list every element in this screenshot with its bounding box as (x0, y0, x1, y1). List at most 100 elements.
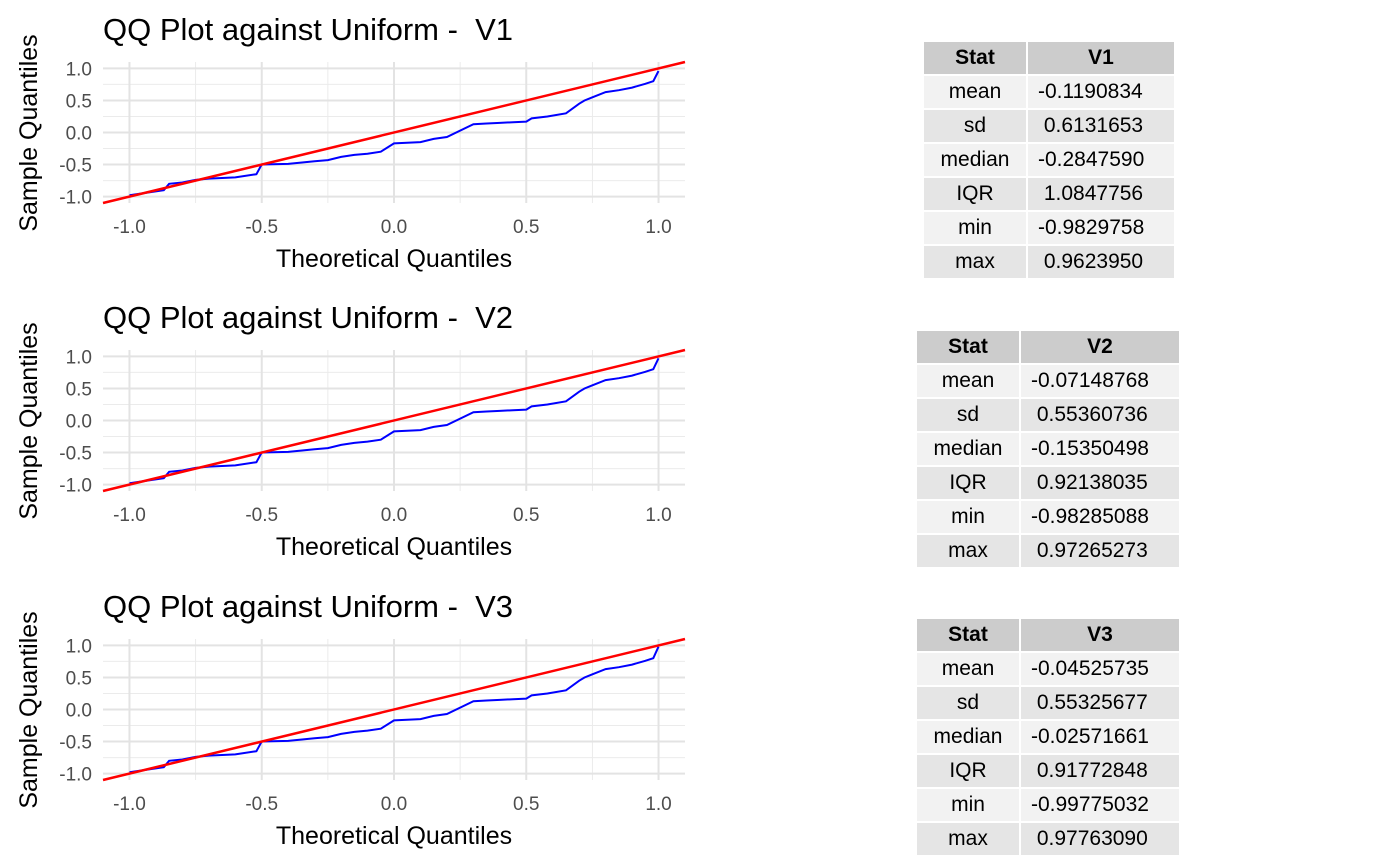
y-tick-label: -1.0 (59, 476, 92, 497)
stat-value: 0.55325677 (1021, 687, 1179, 719)
x-tick-label: -0.5 (245, 217, 278, 238)
table-row: mean -0.07148768 (917, 365, 1179, 397)
stat-name: max (924, 246, 1026, 278)
stat-value: 0.6131653 (1028, 110, 1174, 142)
stats-table-v2: Stat V2 mean -0.07148768 sd 0.55360736 me… (915, 329, 1181, 569)
stat-name: max (917, 823, 1019, 855)
y-tick-label: 0.5 (66, 91, 92, 112)
table-row: min -0.9829758 (924, 212, 1174, 244)
stat-value: -0.9829758 (1028, 212, 1174, 244)
stats-table-v3: Stat V3 mean -0.04525735 sd 0.55325677 me… (915, 617, 1181, 857)
y-tick-label: -1.0 (59, 188, 92, 209)
x-tick-label: 0.5 (513, 794, 539, 815)
stat-name: mean (917, 653, 1019, 685)
chart-title: QQ Plot against Uniform - V1 (103, 12, 513, 47)
header-stat: Stat (924, 42, 1026, 74)
table-row: IQR 0.91772848 (917, 755, 1179, 787)
y-tick-label: 0.5 (66, 379, 92, 400)
stat-value: 0.55360736 (1021, 399, 1179, 431)
y-tick-label: 1.0 (66, 59, 92, 80)
x-tick-label: 1.0 (645, 505, 671, 526)
stat-name: min (924, 212, 1026, 244)
stat-name: median (917, 433, 1019, 465)
x-tick-label: 0.0 (381, 794, 407, 815)
stat-name: min (917, 789, 1019, 821)
stat-value: 0.97265273 (1021, 535, 1179, 567)
reference-line (102, 60, 686, 205)
y-tick-label: 0.0 (66, 412, 92, 433)
stat-value: -0.99775032 (1021, 789, 1179, 821)
table-header-row: Stat V1 (924, 42, 1174, 74)
stat-value: -0.2847590 (1028, 144, 1174, 176)
y-tick-label: 0.0 (66, 124, 92, 145)
reference-line (102, 348, 686, 493)
x-tick-label: -1.0 (113, 217, 146, 238)
x-axis-label: Theoretical Quantiles (276, 245, 512, 273)
y-axis-label: Sample Quantiles (15, 611, 43, 808)
stat-value: -0.15350498 (1021, 433, 1179, 465)
table-row: IQR 1.0847756 (924, 178, 1174, 210)
y-tick-label: -0.5 (59, 444, 92, 465)
stat-name: IQR (917, 467, 1019, 499)
x-tick-label: -0.5 (245, 794, 278, 815)
y-tick-label: 0.0 (66, 701, 92, 722)
stat-name: max (917, 535, 1019, 567)
stat-name: IQR (917, 755, 1019, 787)
stat-name: sd (917, 399, 1019, 431)
reference-line (102, 637, 686, 782)
y-tick-label: 1.0 (66, 636, 92, 657)
x-tick-label: 0.0 (381, 217, 407, 238)
table-row: min -0.98285088 (917, 501, 1179, 533)
stat-value: -0.07148768 (1021, 365, 1179, 397)
x-tick-label: 0.0 (381, 505, 407, 526)
stats-table-v1: Stat V1 mean -0.1190834 sd 0.6131653 medi… (922, 40, 1176, 280)
stat-name: sd (924, 110, 1026, 142)
chart-title: QQ Plot against Uniform - V2 (103, 300, 513, 335)
header-variable: V2 (1021, 331, 1179, 363)
table-row: sd 0.55325677 (917, 687, 1179, 719)
y-tick-label: -1.0 (59, 765, 92, 786)
header-stat: Stat (917, 331, 1019, 363)
stat-value: -0.1190834 (1028, 76, 1174, 108)
stat-value: -0.02571661 (1021, 721, 1179, 753)
x-tick-label: 0.5 (513, 505, 539, 526)
y-axis-label: Sample Quantiles (15, 322, 43, 519)
stat-value: -0.04525735 (1021, 653, 1179, 685)
y-tick-label: -0.5 (59, 156, 92, 177)
stat-name: mean (924, 76, 1026, 108)
table-header-row: Stat V2 (917, 331, 1179, 363)
table-row: min -0.99775032 (917, 789, 1179, 821)
x-axis-label: Theoretical Quantiles (276, 822, 512, 850)
stat-name: min (917, 501, 1019, 533)
sample-quantile-line (129, 357, 660, 485)
sample-quantile-line (129, 70, 660, 197)
stat-value: 0.91772848 (1021, 755, 1179, 787)
x-tick-label: -1.0 (113, 505, 146, 526)
sample-quantile-line (129, 646, 660, 774)
table-row: mean -0.04525735 (917, 653, 1179, 685)
stat-value: 1.0847756 (1028, 178, 1174, 210)
stat-name: median (917, 721, 1019, 753)
x-axis-label: Theoretical Quantiles (276, 533, 512, 561)
x-tick-label: 1.0 (645, 794, 671, 815)
chart-title: QQ Plot against Uniform - V3 (103, 589, 513, 624)
table-row: max 0.9623950 (924, 246, 1174, 278)
table-row: median -0.02571661 (917, 721, 1179, 753)
stat-value: 0.97763090 (1021, 823, 1179, 855)
header-variable: V1 (1028, 42, 1174, 74)
header-variable: V3 (1021, 619, 1179, 651)
table-row: sd 0.55360736 (917, 399, 1179, 431)
stat-value: 0.9623950 (1028, 246, 1174, 278)
table-row: max 0.97265273 (917, 535, 1179, 567)
stat-value: 0.92138035 (1021, 467, 1179, 499)
y-axis-label: Sample Quantiles (15, 34, 43, 231)
table-row: max 0.97763090 (917, 823, 1179, 855)
table-row: IQR 0.92138035 (917, 467, 1179, 499)
stat-name: median (924, 144, 1026, 176)
stat-name: IQR (924, 178, 1026, 210)
x-tick-label: 0.5 (513, 217, 539, 238)
x-tick-label: 1.0 (645, 217, 671, 238)
stat-value: -0.98285088 (1021, 501, 1179, 533)
stat-name: sd (917, 687, 1019, 719)
